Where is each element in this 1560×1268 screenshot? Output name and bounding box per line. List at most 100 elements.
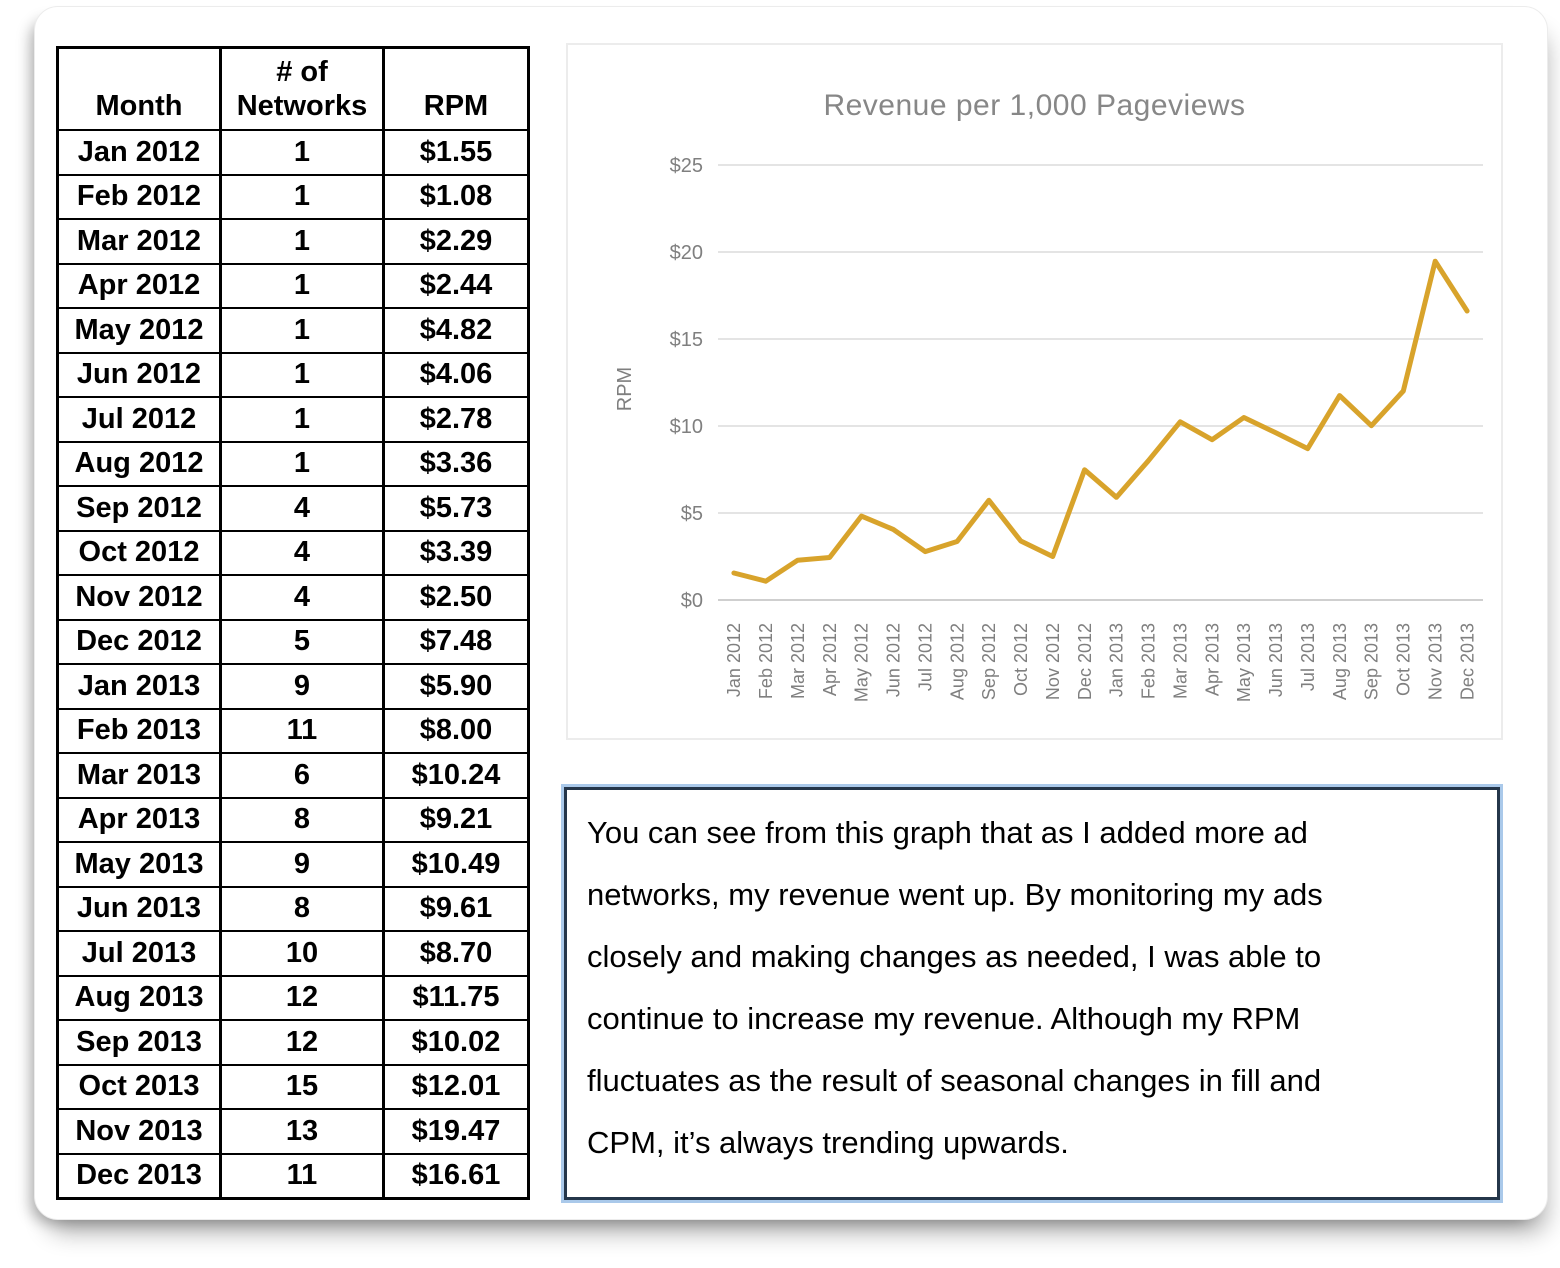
table-row: Jun 2013 8 $9.61 bbox=[56, 885, 530, 932]
x-tick-label: Nov 2012 bbox=[1043, 623, 1063, 700]
cell-rpm: $9.21 bbox=[382, 796, 530, 843]
x-tick-label: Aug 2012 bbox=[947, 623, 967, 700]
table-row: Apr 2013 8 $9.21 bbox=[56, 796, 530, 843]
cell-month: May 2013 bbox=[56, 841, 222, 888]
chart-title: Revenue per 1,000 Pageviews bbox=[823, 89, 1246, 122]
x-tick-label: Jul 2013 bbox=[1298, 623, 1318, 691]
y-tick-label: $15 bbox=[670, 329, 703, 351]
cell-month: Sep 2012 bbox=[56, 485, 222, 532]
cell-month: Aug 2012 bbox=[56, 440, 222, 487]
cell-networks: 4 bbox=[219, 529, 385, 576]
cell-rpm: $10.02 bbox=[382, 1019, 530, 1066]
x-tick-label: Jan 2013 bbox=[1107, 623, 1127, 697]
cell-month: Apr 2012 bbox=[56, 262, 222, 309]
cell-rpm: $1.08 bbox=[382, 173, 530, 220]
cell-networks: 8 bbox=[219, 885, 385, 932]
y-tick-label: $20 bbox=[670, 242, 703, 264]
cell-rpm: $2.44 bbox=[382, 262, 530, 309]
table-row: Dec 2012 5 $7.48 bbox=[56, 618, 530, 665]
table-row: Nov 2013 13 $19.47 bbox=[56, 1108, 530, 1155]
commentary-line: closely and making changes as needed, I … bbox=[587, 939, 1322, 974]
x-tick-label: Jul 2012 bbox=[915, 623, 935, 691]
commentary-line: networks, my revenue went up. By monitor… bbox=[587, 877, 1323, 912]
cell-rpm: $8.00 bbox=[382, 707, 530, 754]
cell-rpm: $16.61 bbox=[382, 1152, 530, 1200]
cell-networks: 9 bbox=[219, 663, 385, 710]
cell-month: Dec 2013 bbox=[56, 1152, 222, 1200]
x-tick-label: Sep 2012 bbox=[979, 623, 999, 700]
cell-rpm: $7.48 bbox=[382, 618, 530, 665]
cell-networks: 1 bbox=[219, 440, 385, 487]
cell-rpm: $3.36 bbox=[382, 440, 530, 487]
cell-rpm: $19.47 bbox=[382, 1108, 530, 1155]
commentary-line: CPM, it’s always trending upwards. bbox=[587, 1125, 1069, 1160]
x-tick-label: Apr 2012 bbox=[820, 623, 840, 696]
x-tick-label: Jun 2012 bbox=[884, 623, 904, 697]
cell-month: Mar 2013 bbox=[56, 752, 222, 799]
table-row: Oct 2013 15 $12.01 bbox=[56, 1063, 530, 1110]
commentary-box: You can see from this graph that as I ad… bbox=[564, 787, 1500, 1200]
header-month: Month bbox=[56, 46, 222, 131]
cell-networks: 4 bbox=[219, 574, 385, 621]
table-row: May 2013 9 $10.49 bbox=[56, 841, 530, 888]
table-row: Sep 2012 4 $5.73 bbox=[56, 485, 530, 532]
table-row: May 2012 1 $4.82 bbox=[56, 307, 530, 354]
cell-networks: 12 bbox=[219, 1019, 385, 1066]
table-row: Apr 2012 1 $2.44 bbox=[56, 262, 530, 309]
x-tick-label: May 2012 bbox=[852, 623, 872, 702]
cell-month: Nov 2013 bbox=[56, 1108, 222, 1155]
y-tick-label: $10 bbox=[670, 416, 703, 438]
cell-month: Feb 2013 bbox=[56, 707, 222, 754]
y-tick-label: $0 bbox=[681, 590, 703, 612]
cell-networks: 1 bbox=[219, 129, 385, 176]
commentary-line: continue to increase my revenue. Althoug… bbox=[587, 1001, 1301, 1036]
table-row: Mar 2013 6 $10.24 bbox=[56, 752, 530, 799]
cell-month: Jun 2013 bbox=[56, 885, 222, 932]
cell-month: Jul 2013 bbox=[56, 930, 222, 977]
cell-month: Oct 2012 bbox=[56, 529, 222, 576]
x-tick-label: Sep 2013 bbox=[1362, 623, 1382, 700]
table-row: Jul 2012 1 $2.78 bbox=[56, 396, 530, 443]
x-tick-label: Nov 2013 bbox=[1425, 623, 1445, 700]
cell-month: Aug 2013 bbox=[56, 974, 222, 1021]
cell-networks: 1 bbox=[219, 173, 385, 220]
cell-month: Jan 2012 bbox=[56, 129, 222, 176]
commentary-line: fluctuates as the result of seasonal cha… bbox=[587, 1063, 1322, 1098]
cell-networks: 6 bbox=[219, 752, 385, 799]
cell-rpm: $10.49 bbox=[382, 841, 530, 888]
cell-month: Jul 2012 bbox=[56, 396, 222, 443]
table-row: Aug 2013 12 $11.75 bbox=[56, 974, 530, 1021]
cell-rpm: $9.61 bbox=[382, 885, 530, 932]
x-tick-label: Aug 2013 bbox=[1330, 623, 1350, 700]
cell-networks: 1 bbox=[219, 307, 385, 354]
table-header-row: Month # of Networks RPM bbox=[56, 46, 530, 131]
x-tick-label: May 2013 bbox=[1234, 623, 1254, 702]
rpm-table-body: Jan 2012 1 $1.55 Feb 2012 1 $1.08 Mar 2012 1 $2.… bbox=[56, 129, 530, 1200]
cell-month: Nov 2012 bbox=[56, 574, 222, 621]
cell-rpm: $2.29 bbox=[382, 218, 530, 265]
x-tick-label: Mar 2012 bbox=[788, 623, 808, 699]
cell-networks: 1 bbox=[219, 262, 385, 309]
cell-month: Mar 2012 bbox=[56, 218, 222, 265]
rpm-table-header: Month # of Networks RPM bbox=[56, 46, 530, 131]
x-tick-label: Jun 2013 bbox=[1266, 623, 1286, 697]
x-tick-label: Oct 2012 bbox=[1011, 623, 1031, 696]
header-rpm: RPM bbox=[382, 46, 530, 131]
table-row: Jan 2013 9 $5.90 bbox=[56, 663, 530, 710]
chart-plot-area: $0 $5 $10 $15 $20 $25 RPM Jan 2012 Feb 2012 Mar 2… bbox=[614, 155, 1483, 702]
cell-month: Dec 2012 bbox=[56, 618, 222, 665]
cell-rpm: $12.01 bbox=[382, 1063, 530, 1110]
cell-month: Oct 2013 bbox=[56, 1063, 222, 1110]
cell-rpm: $1.55 bbox=[382, 129, 530, 176]
x-tick-label: Feb 2013 bbox=[1139, 623, 1159, 699]
table-row: Feb 2012 1 $1.08 bbox=[56, 173, 530, 220]
cell-month: Feb 2012 bbox=[56, 173, 222, 220]
cell-networks: 1 bbox=[219, 396, 385, 443]
table-row: Aug 2012 1 $3.36 bbox=[56, 440, 530, 487]
rpm-line-series bbox=[731, 258, 1470, 584]
rpm-chart: Revenue per 1,000 Pageviews $0 $5 $10 $15 $2… bbox=[566, 43, 1503, 740]
cell-networks: 5 bbox=[219, 618, 385, 665]
x-tick-label: Mar 2013 bbox=[1170, 623, 1190, 699]
cell-rpm: $4.82 bbox=[382, 307, 530, 354]
cell-month: Jan 2013 bbox=[56, 663, 222, 710]
